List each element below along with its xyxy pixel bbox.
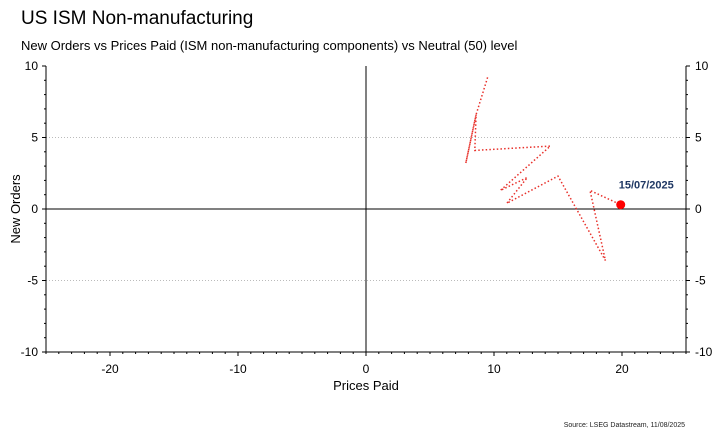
- x-tick-label: -20: [101, 362, 119, 376]
- x-tick-label: 0: [363, 362, 370, 376]
- y-tick-label-right: -5: [695, 274, 706, 288]
- latest-point-label: 15/07/2025: [619, 180, 674, 192]
- latest-point-marker: [616, 200, 626, 210]
- x-tick-label: 20: [615, 362, 629, 376]
- series-path: [465, 77, 622, 261]
- y-tick-label-right: -10: [695, 345, 713, 359]
- y-tick-label-right: 5: [695, 131, 702, 145]
- source-note: Source: LSEG Datastream, 11/08/2025: [563, 422, 685, 429]
- chart-title: US ISM Non-manufacturing: [21, 8, 254, 29]
- y-tick-label-left: 10: [25, 59, 39, 73]
- x-tick-label: 10: [487, 362, 501, 376]
- y-tick-label-left: -10: [21, 345, 39, 359]
- x-axis-title: Prices Paid: [333, 378, 399, 393]
- y-tick-label-right: 0: [695, 202, 702, 216]
- chart-subtitle: New Orders vs Prices Paid (ISM non-manuf…: [21, 38, 518, 53]
- y-axis-title: New Orders: [8, 174, 23, 244]
- y-tick-label-left: -5: [27, 274, 38, 288]
- y-tick-label-right: 10: [695, 59, 709, 73]
- y-tick-label-left: 5: [31, 131, 38, 145]
- y-tick-label-left: 0: [31, 202, 38, 216]
- x-tick-label: -10: [229, 362, 247, 376]
